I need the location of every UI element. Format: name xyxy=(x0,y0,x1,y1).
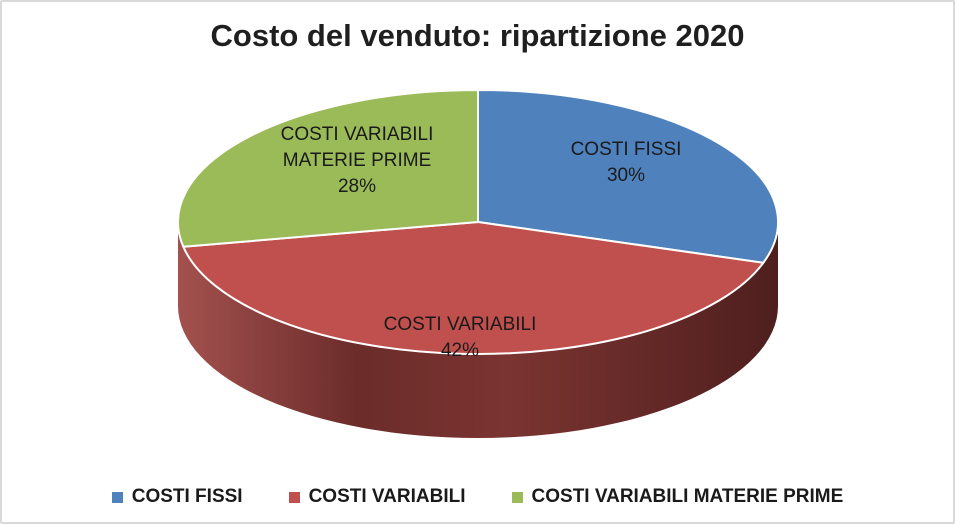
pie-slice-costi-variabili[interactable] xyxy=(182,221,765,355)
svg-text:MATERIE PRIME: MATERIE PRIME xyxy=(283,150,432,171)
chart-title: Costo del venduto: ripartizione 2020 xyxy=(210,18,745,53)
pie-slice-label-costi-variabili-materie-prime: COSTI VARIABILI MATERIE PRIME 28% xyxy=(281,124,434,197)
legend-item-costi-fissi[interactable]: COSTI FISSI xyxy=(111,486,243,508)
legend-label: COSTI FISSI xyxy=(131,486,243,507)
pie-slice-costi-fissi[interactable] xyxy=(477,89,779,264)
legend-marker-costi-variabili xyxy=(288,491,300,503)
pie-slice-label-costi-fissi: COSTI FISSI 30% xyxy=(571,139,682,186)
svg-text:COSTI VARIABILI: COSTI VARIABILI xyxy=(384,314,537,335)
chart-legend: COSTI FISSI COSTI VARIABILI COSTI VARIABIL… xyxy=(0,486,955,508)
legend-item-costi-variabili-materie-prime[interactable]: COSTI VARIABILI MATERIE PRIME xyxy=(511,486,844,508)
legend-marker-costi-fissi xyxy=(111,491,123,503)
pie-side-3d-rim xyxy=(178,222,778,438)
svg-text:28%: 28% xyxy=(338,176,376,197)
legend-label: COSTI VARIABILI MATERIE PRIME xyxy=(531,486,844,507)
svg-text:COSTI FISSI: COSTI FISSI xyxy=(571,139,682,160)
svg-text:42%: 42% xyxy=(441,340,479,361)
svg-text:30%: 30% xyxy=(607,165,645,186)
legend-item-costi-variabili[interactable]: COSTI VARIABILI xyxy=(288,486,466,508)
pie-slice-label-costi-variabili: COSTI VARIABILI 42% xyxy=(384,314,537,361)
svg-text:COSTI VARIABILI: COSTI VARIABILI xyxy=(281,124,434,145)
legend-marker-costi-variabili-materie-prime xyxy=(511,491,523,503)
pie-slice-costi-variabili-materie-prime[interactable] xyxy=(177,89,479,248)
legend-label: COSTI VARIABILI xyxy=(308,486,466,507)
